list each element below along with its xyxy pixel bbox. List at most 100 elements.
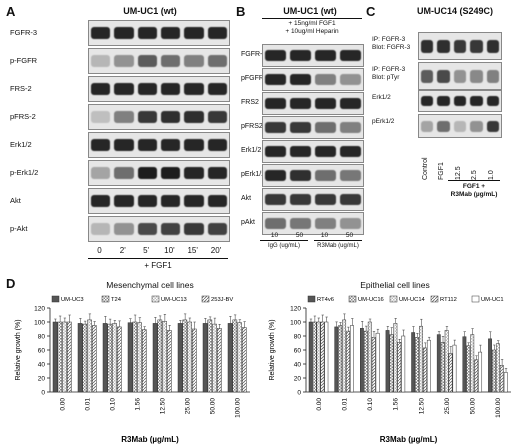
chart2-bar xyxy=(466,345,471,393)
chart1-bar xyxy=(167,330,172,393)
chart1-ytick-label: 100 xyxy=(34,319,45,326)
panel-b-row-label: Erk1/2 xyxy=(241,147,262,154)
panel-b-blot-lane-0 xyxy=(265,50,286,61)
panel-b-blot-lane-2 xyxy=(315,74,336,85)
chart1-xtick-label: 12.50 xyxy=(160,398,167,415)
panel-c-blot-lane-1 xyxy=(437,120,450,132)
panel-c-row-label: Blot: pTyr xyxy=(372,74,400,81)
panel-a-row-label: FRS-2 xyxy=(10,84,32,93)
panel-b-dose: 50 xyxy=(345,232,354,239)
chart2-legend-swatch xyxy=(471,295,480,303)
chart1-bar xyxy=(102,323,108,393)
panel-a-bracket xyxy=(88,258,228,259)
chart1-xtick-label: 0.01 xyxy=(85,398,92,411)
chart2-bar xyxy=(488,338,492,393)
panel-a-blot-lane-2 xyxy=(137,83,157,95)
chart2-bar xyxy=(448,353,453,393)
panel-a-blot-lane-0 xyxy=(91,83,111,95)
chart2-xtick-label: 0.00 xyxy=(316,398,323,411)
panel-c-blot-lane-2 xyxy=(453,120,467,132)
chart1-bar xyxy=(177,323,183,393)
chart2-bar xyxy=(385,330,390,393)
panel-b-group-igg: IgG (ug/mL) xyxy=(267,243,300,249)
chart2-xtick-label: 25.00 xyxy=(444,398,451,415)
panel-b-blot xyxy=(262,212,364,235)
panel-a-blot-lane-3 xyxy=(161,195,181,207)
chart2-legend-swatch xyxy=(348,295,357,303)
panel-c-blot xyxy=(418,62,502,90)
panel-a-row-label: FGFR-3 xyxy=(10,28,38,37)
chart1-title: Mesenchymal cell lines xyxy=(106,280,194,290)
panel-b-row-label: pErk1/2 xyxy=(241,171,266,178)
panel-a-row-label: Erk1/2 xyxy=(10,140,32,149)
panel-a-blot-lane-5 xyxy=(207,83,227,95)
panel-b-blot xyxy=(262,188,364,211)
panel-c-treatment-1: FGF1 + xyxy=(462,183,486,190)
panel-c-blot-lane-4 xyxy=(486,120,499,132)
chart2-bar xyxy=(350,325,354,393)
panel-a-blot-lane-0 xyxy=(91,167,111,179)
panel-a-timepoint: 2' xyxy=(119,246,126,255)
chart2-bar xyxy=(389,334,394,393)
panel-c-row-label: Blot: FGFR-3 xyxy=(372,44,411,51)
chart2-xtick-label: 50.00 xyxy=(470,398,477,415)
panel-c-letter: C xyxy=(366,4,376,19)
panel-c-blot-lane-3 xyxy=(470,39,483,53)
chart1-ytick-label: 60 xyxy=(38,347,46,354)
panel-c-blot-lane-1 xyxy=(437,96,450,106)
chart1-bar xyxy=(142,329,147,393)
chart2-ylabel: Relative growth (%) xyxy=(269,319,276,380)
chart1-legend-label: UM-UC3 xyxy=(61,297,84,303)
chart1-svg: Relative growth (%) 0 20 40 60 80 100 120 UM-UC3… xyxy=(15,295,250,444)
chart1-ytick-label: 20 xyxy=(38,375,46,382)
chart2-ytick-label: 100 xyxy=(290,319,301,326)
chart1-bar xyxy=(82,323,88,393)
panel-a-timepoint: 20' xyxy=(210,246,222,255)
chart1-bar xyxy=(127,322,133,393)
panel-a-blot-lane-0 xyxy=(91,27,111,39)
chart2-bar xyxy=(338,325,343,393)
panel-b-blot-lane-1 xyxy=(290,74,311,85)
panel-c-blot-lane-1 xyxy=(437,69,450,83)
panel-b-dose: 50 xyxy=(295,232,304,239)
chart1-ytick-label: 80 xyxy=(38,333,46,340)
panel-a-blot-lane-1 xyxy=(114,83,134,95)
chart2-legend-label: RT4v6 xyxy=(317,297,334,303)
panel-a-blot xyxy=(88,160,230,186)
panel-c-blot xyxy=(418,114,502,138)
panel-c-blot-lane-1 xyxy=(437,39,450,53)
panel-a-blot-lane-3 xyxy=(161,139,181,151)
panel-c-row-label: IP: FGFR-3 xyxy=(372,66,406,73)
panel-a-timepoint: 5' xyxy=(143,246,150,255)
chart2-xtick-label: 1.56 xyxy=(393,398,400,411)
panel-c-row-label: Erk1/2 xyxy=(372,94,391,101)
chart2-ytick-label: 60 xyxy=(294,347,302,354)
chart2-bar xyxy=(346,330,350,393)
chart1-bar xyxy=(117,326,122,393)
chart1-legend-swatch xyxy=(51,295,60,303)
panel-a-blot xyxy=(88,132,230,158)
chart2-bar xyxy=(462,336,467,393)
panel-a-blot-lane-0 xyxy=(91,111,111,123)
chart1-bar xyxy=(57,321,63,393)
chart2-bar xyxy=(411,332,416,393)
panel-b-blot-lane-2 xyxy=(315,218,336,229)
panel-a-blot-lane-2 xyxy=(137,223,157,235)
chart1-legend-label: T24 xyxy=(111,297,122,303)
panel-b-blot-lane-1 xyxy=(290,194,311,205)
chart2-bar xyxy=(495,343,500,393)
panel-c-blot-lane-0 xyxy=(421,39,434,53)
panel-b-blot xyxy=(262,92,364,115)
panel-a-blot-lane-5 xyxy=(207,139,227,151)
chart2-bar xyxy=(436,334,441,393)
panel-c-row-label: pErk1/2 xyxy=(372,118,395,125)
panel-b-blot-lane-0 xyxy=(265,122,286,133)
chart1-bar xyxy=(192,328,197,393)
panel-c-blot-lane-0 xyxy=(421,120,434,132)
panel-c-blot-lane-4 xyxy=(486,96,499,106)
chart1-bar xyxy=(182,319,188,393)
panel-b-blot-lane-1 xyxy=(290,146,311,157)
panel-a-blot-lane-4 xyxy=(184,139,204,151)
chart1-bar xyxy=(162,321,167,393)
panel-a-blot-lane-4 xyxy=(184,55,204,67)
